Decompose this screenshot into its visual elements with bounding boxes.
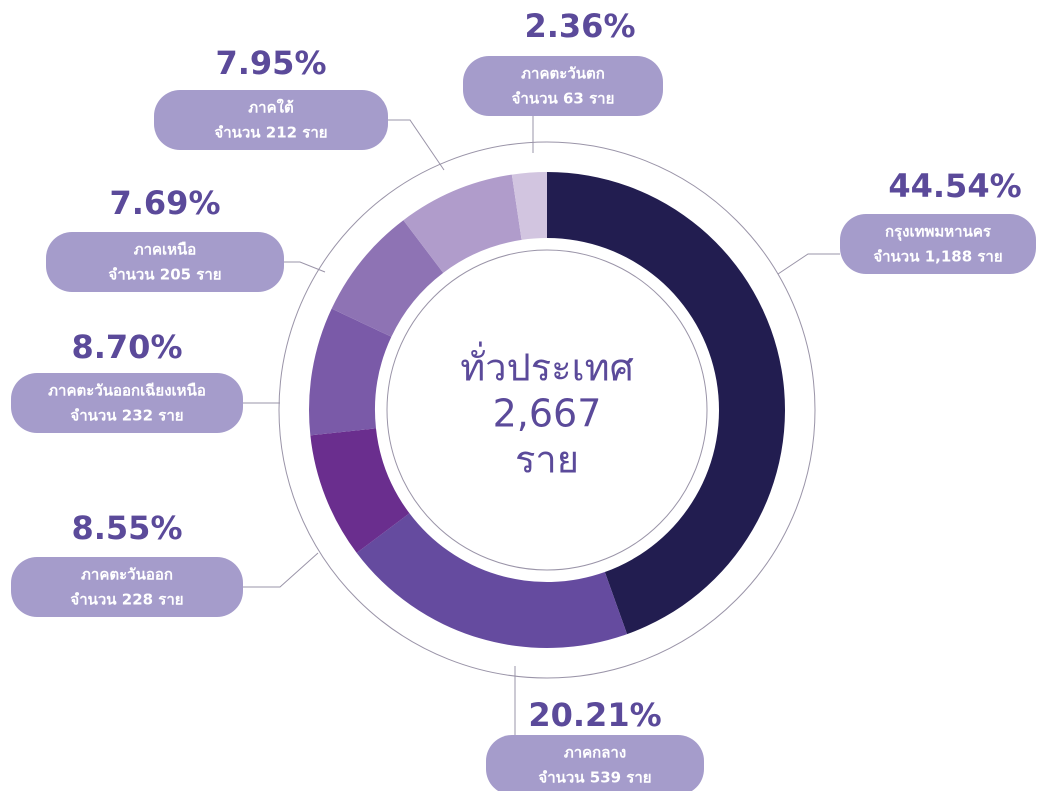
detail-label: จำนวน 228 ราย <box>70 591 183 609</box>
category-label: ภาคตะวันตก <box>521 65 605 83</box>
slice <box>309 308 392 436</box>
leader-line <box>777 253 840 275</box>
leader-line <box>388 119 445 171</box>
detail-label: จำนวน 539 ราย <box>538 769 651 787</box>
category-label: ภาคเหนือ <box>134 241 197 259</box>
center-label: ทั่วประเทศ <box>460 342 634 390</box>
category-label: กรุงเทพมหานคร <box>885 223 992 242</box>
value-label: 20.21% <box>528 696 661 734</box>
detail-label: จำนวน 212 ราย <box>214 124 327 142</box>
value-label: 8.70% <box>71 328 182 366</box>
slice <box>547 172 785 635</box>
center-label: 2,667 <box>493 392 602 436</box>
label-box <box>840 214 1036 274</box>
category-label: ภาคใต้ <box>248 99 293 117</box>
center-label: ราย <box>515 438 579 482</box>
slice <box>356 513 628 648</box>
slice <box>511 172 547 240</box>
category-label: ภาคตะวันออก <box>81 566 173 584</box>
value-label: 7.95% <box>215 44 326 82</box>
inner-ring <box>386 249 708 571</box>
detail-label: จำนวน 1,188 ราย <box>873 248 1002 266</box>
slice <box>331 220 444 337</box>
category-label: ภาคตะวันออกเฉียงเหนือ <box>48 382 206 400</box>
label-box <box>486 735 704 795</box>
slice <box>403 174 522 273</box>
value-label: 44.54% <box>888 167 1021 205</box>
leader-line <box>284 261 326 273</box>
value-label: 2.36% <box>524 7 635 45</box>
label-box <box>11 373 243 433</box>
slice <box>310 428 410 553</box>
center-disc <box>389 252 705 568</box>
detail-label: จำนวน 63 ราย <box>512 90 615 108</box>
category-label: ภาคกลาง <box>564 744 626 762</box>
detail-label: จำนวน 205 ราย <box>108 266 221 284</box>
label-box <box>463 56 663 116</box>
label-box <box>11 557 243 617</box>
outer-ring <box>278 141 816 679</box>
detail-label: จำนวน 232 ราย <box>70 407 183 425</box>
leader-line <box>243 552 319 588</box>
label-box <box>154 90 388 150</box>
label-box <box>46 232 284 292</box>
value-label: 7.69% <box>109 184 220 222</box>
value-label: 8.55% <box>71 509 182 547</box>
